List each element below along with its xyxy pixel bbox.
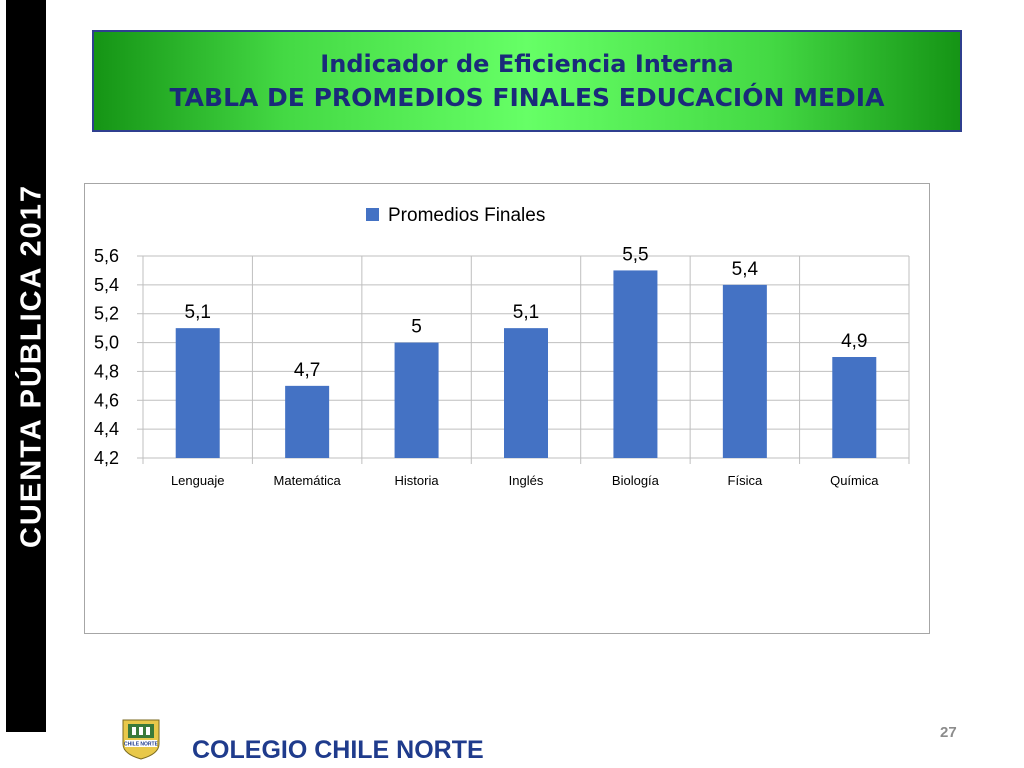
- side-bar: CUENTA PÚBLICA 2017: [6, 0, 48, 732]
- data-label: 4,9: [841, 331, 867, 352]
- x-tick-label: Física: [728, 473, 763, 488]
- data-label: 4,7: [294, 360, 320, 381]
- school-name: COLEGIO CHILE NORTE: [192, 736, 484, 764]
- data-label: 5,5: [622, 244, 648, 265]
- bar: [722, 284, 767, 458]
- y-tick-label: 5,0: [94, 333, 119, 353]
- header-banner: Indicador de Eficiencia Interna TABLA DE…: [92, 30, 962, 132]
- data-label: 5,4: [732, 259, 759, 280]
- y-tick-label: 5,6: [94, 246, 119, 266]
- bar: [613, 270, 658, 458]
- bar: [832, 357, 877, 458]
- logo-text: CHILE NORTE: [124, 742, 159, 748]
- header-title: Indicador de Eficiencia Interna: [320, 50, 734, 78]
- bar: [394, 342, 439, 458]
- x-tick-label: Inglés: [509, 473, 544, 488]
- y-tick-label: 4,4: [94, 419, 119, 439]
- bar: [175, 328, 220, 458]
- legend-label: Promedios Finales: [388, 205, 545, 226]
- page-number: 27: [940, 724, 957, 741]
- bar-chart: 4,2 4,4 4,6 4,8 5,0 5,2 5,4 5,6 5,1 Lenguaje 4,7 Ma…: [94, 205, 910, 488]
- header-subtitle: TABLA DE PROMEDIOS FINALES EDUCACIÓN MED…: [169, 83, 885, 112]
- chart-frame: 4,2 4,4 4,6 4,8 5,0 5,2 5,4 5,6 5,1 Lenguaje 4,7 Ma…: [84, 183, 930, 634]
- x-tick-label: Historia: [395, 473, 440, 488]
- y-tick-label: 4,8: [94, 361, 119, 381]
- bar: [285, 385, 330, 458]
- data-label: 5,1: [185, 302, 211, 323]
- x-tick-label: Biología: [612, 473, 660, 488]
- data-label: 5,1: [513, 302, 539, 323]
- y-tick-label: 5,4: [94, 275, 119, 295]
- side-title: CUENTA PÚBLICA 2017: [15, 183, 48, 549]
- bar: [504, 328, 548, 458]
- x-tick-label: Química: [830, 473, 879, 488]
- x-tick-label: Matemática: [274, 473, 342, 488]
- legend-swatch: [366, 208, 379, 221]
- x-tick-label: Lenguaje: [171, 473, 225, 488]
- y-tick-label: 4,6: [94, 390, 119, 410]
- y-tick-label: 4,2: [94, 448, 119, 468]
- data-label: 5: [411, 317, 422, 338]
- y-tick-label: 5,2: [94, 304, 119, 324]
- school-logo: CHILE NORTE: [122, 719, 160, 760]
